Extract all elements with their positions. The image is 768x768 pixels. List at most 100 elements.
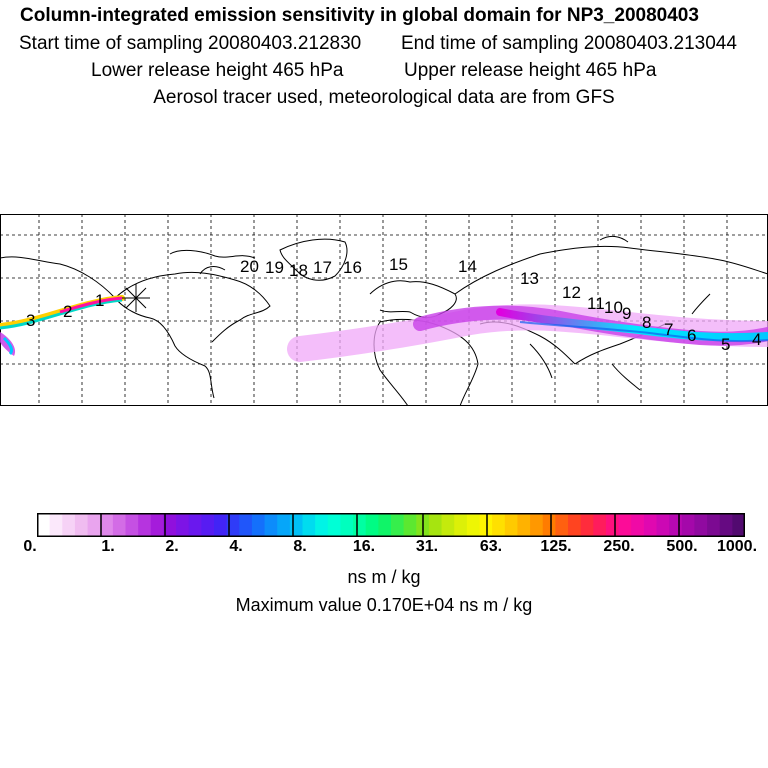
colorbar-cell — [479, 513, 493, 537]
colorbar-cell — [251, 513, 266, 537]
colorbar-cell — [707, 513, 721, 537]
colorbar-cell — [631, 513, 645, 537]
colorbar-tick: 500. — [666, 538, 698, 555]
colorbar-cell — [353, 513, 367, 537]
colorbar-cell — [454, 513, 468, 537]
colorbar-cell — [428, 513, 443, 537]
colorbar-cell — [378, 513, 392, 537]
trajectory-label: 12 — [562, 283, 581, 302]
colorbar-cell — [112, 513, 127, 537]
trajectory-label: 18 — [289, 261, 308, 280]
lower-height-label: Lower release height 465 hPa — [91, 60, 344, 81]
colorbar-dividers — [100, 513, 680, 537]
trajectory-label: 3 — [26, 311, 36, 330]
trajectory-label: 14 — [458, 257, 477, 276]
colorbar-cell — [441, 513, 455, 537]
emission-plume — [0, 295, 768, 362]
world-map — [0, 214, 768, 406]
colorbar-cell — [555, 513, 569, 537]
colorbar-cell — [49, 513, 63, 537]
colorbar-tick: 125. — [540, 538, 572, 555]
colorbar-cells — [37, 513, 745, 537]
trajectory-label: 11 — [587, 294, 605, 313]
colorbar-cell — [517, 513, 531, 537]
colorbar-cell — [37, 513, 51, 537]
colorbar-cell — [681, 513, 696, 537]
colorbar-cell — [403, 513, 417, 537]
colorbar-cell — [669, 513, 683, 537]
map-title: Column-integrated emission sensitivity i… — [20, 5, 699, 26]
colorbar-cell — [87, 513, 101, 537]
colorbar-cell — [176, 513, 190, 537]
colorbar-cell — [138, 513, 152, 537]
colorbar-cell — [150, 513, 165, 537]
colorbar-cell — [100, 513, 114, 537]
colorbar-frame — [37, 513, 745, 537]
colorbar-cell — [732, 513, 745, 537]
colorbar-cell — [226, 513, 240, 537]
colorbar-cell — [239, 513, 253, 537]
colorbar-cell — [327, 513, 342, 537]
trajectory-label: 19 — [265, 258, 284, 277]
trajectory-label: 9 — [622, 304, 632, 323]
colorbar-cell — [302, 513, 316, 537]
colorbar-tick: 8. — [293, 538, 307, 555]
trajectory-label: 8 — [642, 313, 652, 332]
trajectory-label: 15 — [389, 255, 408, 274]
map-frame — [0, 214, 768, 406]
colorbar-cell — [365, 513, 379, 537]
trajectory-label: 7 — [664, 320, 674, 339]
colorbar-cell — [542, 513, 556, 537]
colorbar-cell — [125, 513, 139, 537]
colorbar-cell — [315, 513, 329, 537]
tracer-note: Aerosol tracer used, meteorological data… — [153, 87, 615, 108]
colorbar-tick: 1. — [101, 538, 115, 555]
release-star-icon — [122, 284, 150, 312]
colorbar-cell — [643, 513, 658, 537]
trajectory-label: 5 — [721, 335, 731, 354]
colorbar-cell — [163, 513, 177, 537]
colorbar-cell — [618, 513, 632, 537]
trajectory-label: 20 — [240, 257, 259, 276]
colorbar-tick: 16. — [352, 538, 376, 555]
trajectory-label: 1 — [95, 291, 105, 310]
colorbar-cell — [593, 513, 607, 537]
trajectory-label: 6 — [687, 326, 697, 345]
colorbar-cell — [264, 513, 278, 537]
colorbar-tick: 250. — [603, 538, 635, 555]
colorbar-cell — [391, 513, 405, 537]
colorbar-cell — [504, 513, 519, 537]
colorbar-cell — [201, 513, 215, 537]
colorbar-cell — [340, 513, 354, 537]
trajectory-label: 16 — [343, 258, 362, 277]
colorbar-cell — [277, 513, 291, 537]
colorbar-cell — [74, 513, 89, 537]
upper-height-label: Upper release height 465 hPa — [404, 60, 657, 81]
trajectory-label: 10 — [604, 298, 623, 317]
trajectory-label: 2 — [63, 302, 73, 321]
colorbar-cell — [530, 513, 544, 537]
colorbar-cell — [568, 513, 582, 537]
colorbar-cell — [580, 513, 594, 537]
start-time-label: Start time of sampling 20080403.212830 — [19, 33, 362, 54]
colorbar-cell — [188, 513, 202, 537]
colorbar — [37, 513, 745, 537]
colorbar-tick: 2. — [165, 538, 179, 555]
colorbar-cell — [62, 513, 76, 537]
colorbar-cell — [656, 513, 670, 537]
colorbar-cell — [466, 513, 481, 537]
trajectory-label: 17 — [313, 258, 332, 277]
colorbar-tick: 4. — [229, 538, 243, 555]
colorbar-cell — [605, 513, 620, 537]
colorbar-tick: 0. — [23, 538, 37, 555]
trajectory-label: 13 — [520, 269, 539, 288]
trajectory-label: 4 — [752, 330, 762, 349]
colorbar-tick: 31. — [415, 538, 439, 555]
colorbar-cell — [492, 513, 506, 537]
colorbar-cell — [289, 513, 304, 537]
colorbar-cell — [694, 513, 708, 537]
colorbar-units: ns m / kg — [347, 567, 421, 587]
colorbar-cell — [214, 513, 228, 537]
end-time-label: End time of sampling 20080403.213044 — [401, 33, 737, 54]
maximum-value-label: Maximum value 0.170E+04 ns m / kg — [235, 595, 533, 615]
